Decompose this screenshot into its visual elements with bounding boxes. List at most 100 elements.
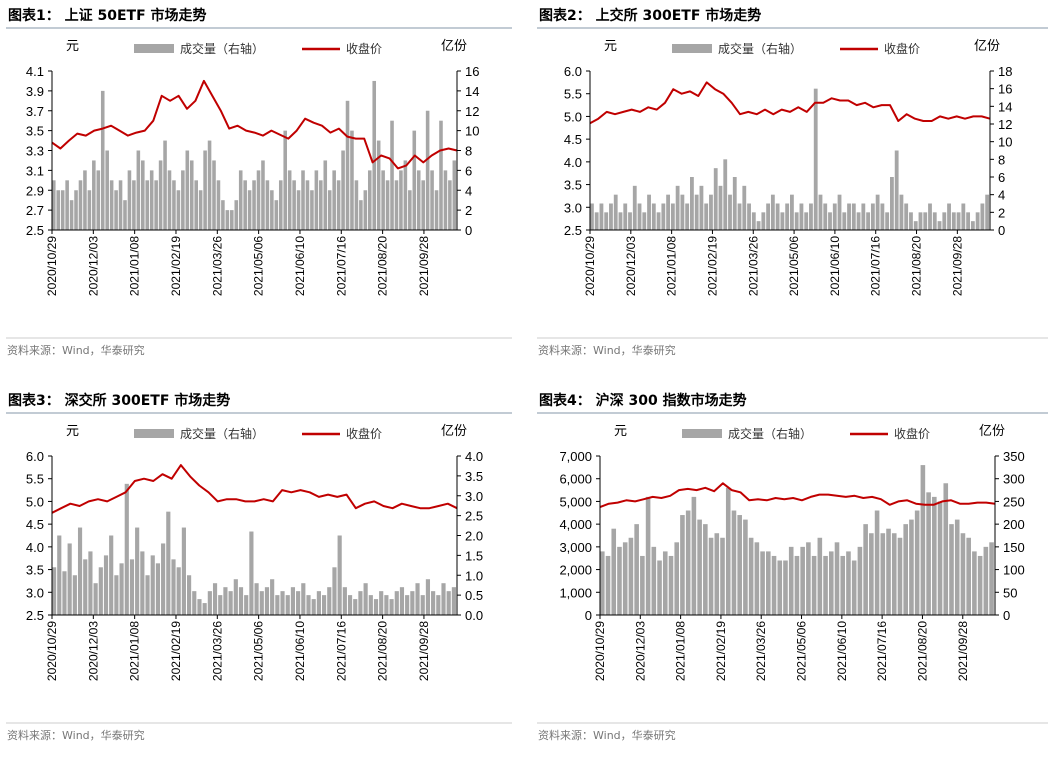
x-tick-label: 2020/12/03 xyxy=(86,621,100,681)
left-tick-label: 4.5 xyxy=(564,132,582,147)
volume-bar xyxy=(972,551,977,615)
volume-bar xyxy=(966,537,971,615)
volume-bar xyxy=(708,537,714,615)
legend-line-label: 收盘价 xyxy=(346,41,382,56)
left-tick-label: 3.5 xyxy=(26,124,44,139)
volume-bar xyxy=(83,170,87,230)
volume-bar xyxy=(861,203,866,230)
volume-bar xyxy=(804,212,809,230)
volume-bar xyxy=(57,535,62,615)
volume-bar xyxy=(202,603,207,615)
volume-bar xyxy=(305,180,310,230)
volume-bar xyxy=(685,203,690,230)
volume-bar xyxy=(264,587,270,615)
right-axis-unit: 亿份 xyxy=(441,39,467,54)
x-tick-label: 2021/03/26 xyxy=(746,236,760,296)
volume-bar xyxy=(416,170,421,230)
volume-bar xyxy=(353,599,358,615)
volume-bar xyxy=(62,571,67,615)
left-tick-label: 5.5 xyxy=(564,87,582,102)
volume-bar xyxy=(256,170,261,230)
volume-bar xyxy=(869,533,874,615)
x-tick-label: 2020/12/03 xyxy=(633,621,647,681)
volume-bar xyxy=(777,560,783,615)
left-tick-label: 7,000 xyxy=(559,449,592,464)
volume-bar xyxy=(336,180,341,230)
legend-bar-label: 成交量（右轴） xyxy=(180,426,264,441)
volume-bar xyxy=(600,551,605,615)
price-line xyxy=(51,464,458,514)
volume-bar xyxy=(261,160,265,230)
price-line xyxy=(589,81,991,125)
right-tick-label: 6 xyxy=(465,163,472,178)
right-tick-label: 0 xyxy=(998,223,1005,238)
volume-bar xyxy=(903,524,908,615)
volume-bar xyxy=(405,595,410,615)
volume-bar xyxy=(109,535,114,615)
right-tick-label: 14 xyxy=(998,99,1012,114)
volume-bar xyxy=(87,190,92,230)
volume-bar xyxy=(74,190,78,230)
volume-bar xyxy=(657,560,662,615)
right-tick-label: 8 xyxy=(465,144,472,159)
volume-bar xyxy=(207,591,212,615)
volume-bar xyxy=(899,194,904,230)
volume-bar xyxy=(278,180,283,230)
x-tick-label: 2021/08/20 xyxy=(915,621,929,681)
volume-bar xyxy=(975,212,980,230)
volume-bar xyxy=(149,170,154,230)
right-tick-label: 2.0 xyxy=(465,529,483,544)
volume-bar xyxy=(891,533,897,615)
volume-bar xyxy=(408,190,412,230)
volume-bar xyxy=(119,563,124,615)
legend-bar-label: 成交量（右轴） xyxy=(180,41,264,56)
volume-bar xyxy=(167,170,172,230)
chart-title: 图表3： 深交所 300ETF 市场走势 xyxy=(8,392,230,409)
x-tick-label: 2021/05/06 xyxy=(787,236,801,296)
volume-bar xyxy=(785,203,790,230)
volume-bar xyxy=(966,212,971,230)
volume-bar xyxy=(828,212,832,230)
x-tick-label: 2020/10/29 xyxy=(45,621,59,681)
volume-bar xyxy=(233,579,238,615)
right-tick-label: 4 xyxy=(998,188,1005,203)
volume-bar xyxy=(155,563,161,615)
volume-bar xyxy=(212,583,218,615)
volume-bar xyxy=(634,524,639,615)
right-tick-label: 6 xyxy=(998,170,1005,185)
volume-bar xyxy=(766,551,771,615)
x-tick-label: 2021/07/16 xyxy=(334,236,348,296)
left-tick-label: 4.5 xyxy=(26,517,44,532)
left-tick-label: 4.1 xyxy=(26,64,44,79)
legend-bar-label: 成交量（右轴） xyxy=(718,41,802,56)
x-tick-label: 2021/08/20 xyxy=(910,236,924,296)
volume-bar xyxy=(443,170,448,230)
volume-bar xyxy=(296,591,301,615)
volume-bar xyxy=(828,551,834,615)
volume-bar xyxy=(770,194,775,230)
volume-bar xyxy=(431,591,436,615)
volume-bar xyxy=(296,190,301,230)
volume-bar xyxy=(857,546,863,615)
volume-bar xyxy=(56,190,61,230)
volume-bar xyxy=(885,212,890,230)
x-tick-label: 2021/03/26 xyxy=(210,236,224,296)
left-tick-label: 2,000 xyxy=(559,563,592,578)
x-tick-label: 2021/06/10 xyxy=(293,236,307,296)
right-tick-label: 10 xyxy=(465,124,479,139)
left-tick-label: 3.0 xyxy=(26,585,44,600)
volume-bar xyxy=(354,180,359,230)
volume-bar xyxy=(691,496,697,615)
source-note: 资料来源：Wind，华泰研究 xyxy=(538,728,676,742)
volume-bar xyxy=(203,150,207,230)
volume-bar xyxy=(363,190,368,230)
volume-bar xyxy=(709,194,713,230)
x-tick-label: 2021/08/20 xyxy=(376,621,390,681)
volume-bar xyxy=(690,177,694,230)
volume-bar xyxy=(723,159,728,230)
legend-line-label: 收盘价 xyxy=(346,426,382,441)
volume-bar xyxy=(265,180,270,230)
volume-bar xyxy=(760,551,765,615)
volume-bar xyxy=(756,221,761,230)
